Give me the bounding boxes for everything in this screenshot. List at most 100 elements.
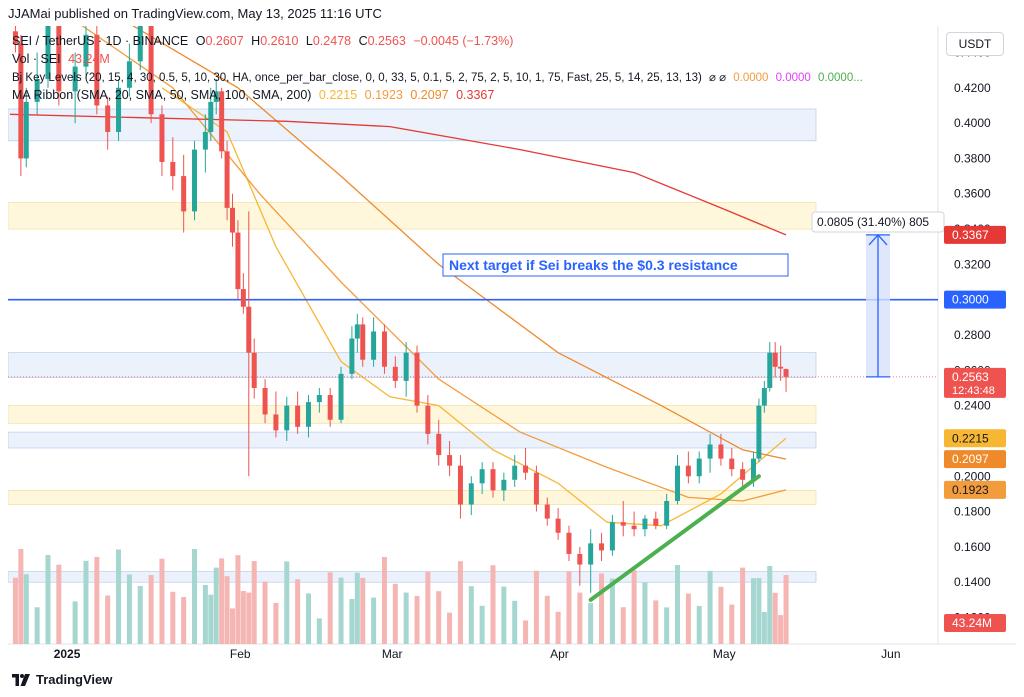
ma20-value: 0.2215 xyxy=(318,88,358,102)
x-tick-label: Feb xyxy=(230,647,251,661)
candle-body xyxy=(414,352,420,406)
volume-bar xyxy=(675,565,681,644)
candle-body xyxy=(159,114,165,162)
volume-bar xyxy=(327,572,333,644)
candle-body xyxy=(305,402,311,427)
sma100-price-badge: 0.2097 xyxy=(952,452,989,466)
key-level-value-1: 0.0000 xyxy=(733,72,769,84)
sma50-price-badge-bg xyxy=(944,480,1006,499)
candle-body xyxy=(34,78,40,102)
key-level-zone xyxy=(8,571,817,583)
volume-bar xyxy=(609,578,615,644)
candle-body xyxy=(208,101,214,132)
y-tick-label: 0.1400 xyxy=(954,575,991,589)
volume-bar xyxy=(349,599,355,644)
volume-bar xyxy=(403,592,409,644)
volume-bar xyxy=(360,578,366,644)
volume-bar xyxy=(126,574,132,644)
high-value: 0.2610 xyxy=(260,34,299,48)
volume-bar xyxy=(381,557,387,644)
candles xyxy=(12,26,789,593)
volume-bar xyxy=(501,586,507,644)
volume-bar xyxy=(414,596,420,644)
candle-body xyxy=(170,161,176,177)
volume-bar xyxy=(767,566,773,644)
candle-body xyxy=(246,306,252,353)
candle-body xyxy=(327,395,333,420)
volume-bar xyxy=(354,572,360,644)
key-levels-label: Bj Key Levels (20, 15, 4, 30, 0.5, 5, 10… xyxy=(12,72,702,84)
key-level-value-2: 0.0000 xyxy=(775,72,811,84)
ma-line-sma200 xyxy=(9,113,787,236)
candle-body xyxy=(403,352,409,381)
x-tick-label: Jun xyxy=(881,647,900,661)
candle-body xyxy=(56,26,62,92)
volume-bar xyxy=(761,612,767,644)
sma200-price-badge-bg xyxy=(944,225,1006,244)
volume-bar xyxy=(23,574,29,644)
candle-body xyxy=(620,522,626,526)
volume-bar xyxy=(12,577,18,644)
volume-bar xyxy=(137,586,143,644)
volume-bar xyxy=(371,597,377,644)
y-tick-label: 0.3800 xyxy=(954,151,991,165)
candle-body xyxy=(718,444,724,459)
candle-body xyxy=(235,232,241,290)
candle-body xyxy=(284,405,290,431)
candle-body xyxy=(696,458,702,477)
key-level-zone xyxy=(8,108,817,142)
volume-bar xyxy=(240,591,246,644)
candle-body xyxy=(251,352,257,388)
volume-bar xyxy=(251,561,257,644)
key-level-zone xyxy=(8,352,817,378)
volume-bar xyxy=(533,570,539,644)
footer-brand: TradingView xyxy=(12,672,112,687)
change-value: −0.0045 (−1.73%) xyxy=(413,34,514,48)
volume-bar xyxy=(295,579,301,644)
candle-body xyxy=(94,34,100,106)
brand-name: TradingView xyxy=(36,672,113,687)
candle-body xyxy=(148,26,154,115)
volume-bar xyxy=(468,586,474,644)
volume-bar xyxy=(208,594,214,644)
candle-body xyxy=(447,455,453,466)
candle-body xyxy=(126,61,132,88)
candle-body xyxy=(778,366,784,369)
measure-label-box xyxy=(811,211,945,233)
candle-body xyxy=(588,543,594,565)
key-level-zone xyxy=(8,202,817,230)
volume-bar xyxy=(72,601,78,644)
candle-body xyxy=(224,151,230,208)
volume-bar xyxy=(246,592,252,644)
y-tick-label: 0.2400 xyxy=(954,399,991,413)
ma-line-sma100 xyxy=(132,26,787,460)
candle-body xyxy=(371,331,377,360)
volume-bar xyxy=(316,618,322,644)
candle-body xyxy=(116,87,122,132)
x-tick-label: May xyxy=(713,647,736,661)
volume-bar xyxy=(783,575,789,644)
publisher-caption: JJAMai published on TradingView.com, May… xyxy=(8,6,382,21)
candle-body xyxy=(533,472,539,505)
price-chart[interactable]: 0.0805 (31.40%) 805 Next target if Sei br… xyxy=(8,26,1016,666)
candle-body xyxy=(273,414,279,431)
tradingview-logo-icon xyxy=(12,673,30,686)
volume-bar xyxy=(230,608,236,644)
open-value: 0.2607 xyxy=(205,34,244,48)
candle-body xyxy=(213,91,219,102)
candle-body xyxy=(653,518,659,526)
volume-badge: 43.24M xyxy=(952,616,992,630)
candle-body xyxy=(316,395,322,403)
currency-button[interactable]: USDT xyxy=(946,32,1004,56)
candle-body xyxy=(707,444,713,459)
candle-body xyxy=(783,369,789,377)
volume-badge-bg xyxy=(944,614,1006,632)
support-trendline xyxy=(588,474,761,602)
y-tick-label: 0.3600 xyxy=(954,187,991,201)
candle-body xyxy=(192,149,198,212)
volume-bar xyxy=(83,560,89,644)
key-level-value-3: 0.0000... xyxy=(818,72,863,84)
volume-bar xyxy=(696,606,702,644)
bar-countdown: 12:43:48 xyxy=(952,385,995,397)
volume-bar xyxy=(116,549,122,644)
